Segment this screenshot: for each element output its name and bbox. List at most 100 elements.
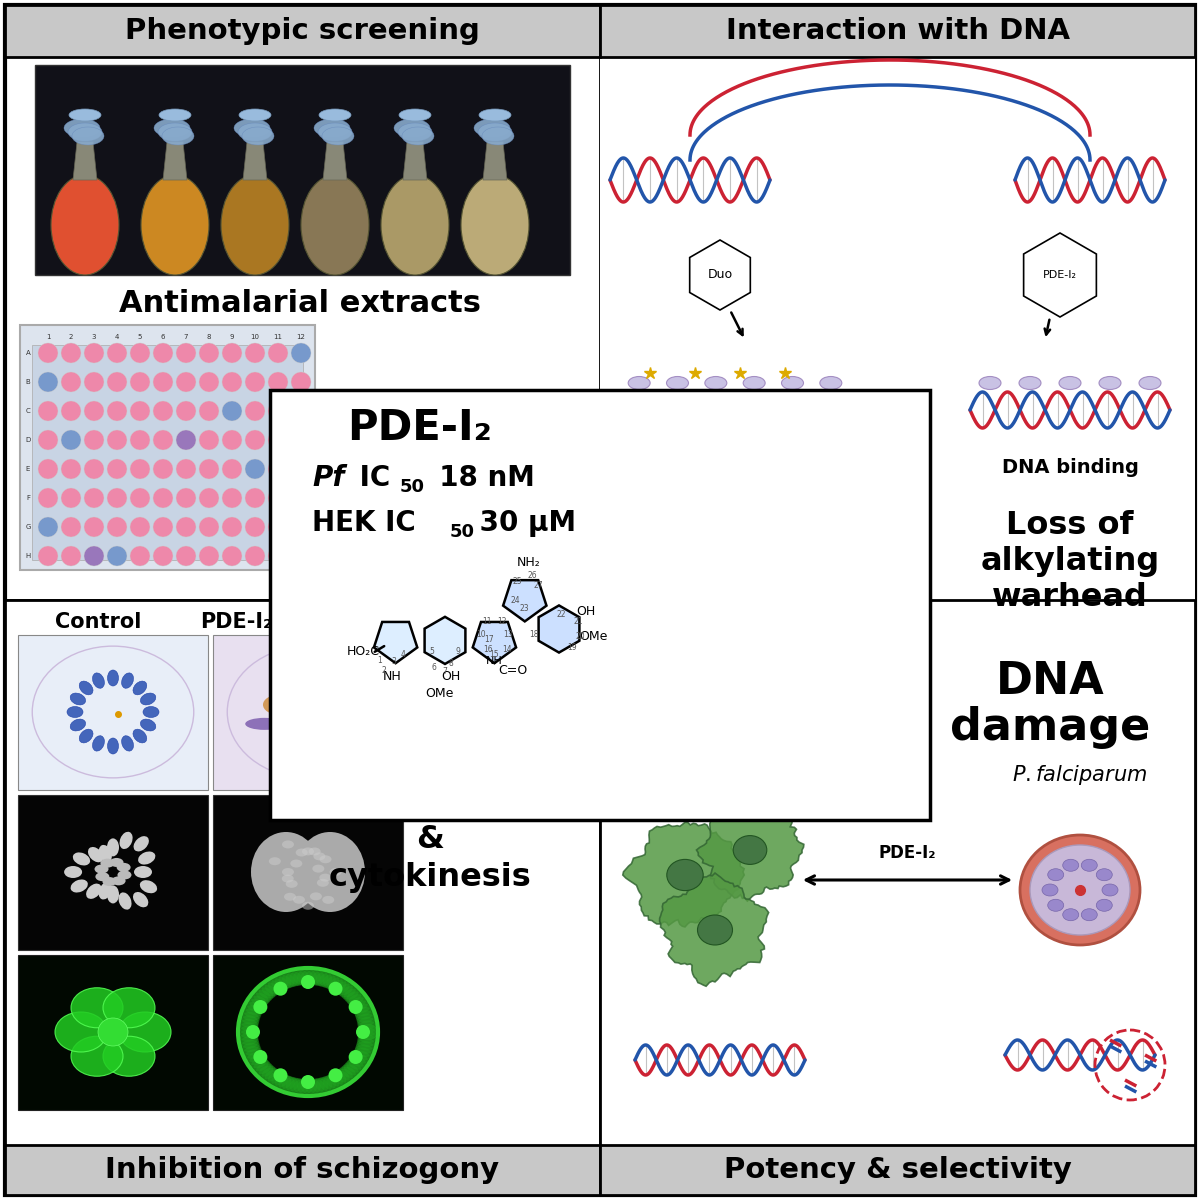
Point	[690, 425, 709, 444]
Text: 9: 9	[229, 334, 234, 340]
Circle shape	[292, 401, 311, 421]
Circle shape	[61, 401, 82, 421]
Circle shape	[176, 546, 196, 566]
Ellipse shape	[92, 673, 104, 689]
Text: DNA binding
& alkylation: DNA binding & alkylation	[666, 458, 804, 499]
Ellipse shape	[102, 877, 116, 886]
Circle shape	[107, 488, 127, 508]
Ellipse shape	[140, 694, 156, 704]
Circle shape	[84, 546, 104, 566]
Text: 7: 7	[184, 334, 188, 340]
Ellipse shape	[330, 868, 342, 876]
Ellipse shape	[227, 646, 389, 778]
Text: 25: 25	[512, 577, 522, 586]
Text: 20: 20	[575, 632, 584, 641]
Text: DNA
damage: DNA damage	[950, 660, 1150, 749]
Ellipse shape	[275, 1075, 295, 1091]
Circle shape	[268, 488, 288, 508]
Ellipse shape	[1048, 899, 1063, 911]
Text: PDE-I₂: PDE-I₂	[200, 612, 272, 632]
Text: OMe: OMe	[580, 630, 607, 643]
Circle shape	[292, 372, 311, 392]
Ellipse shape	[1019, 377, 1042, 390]
Circle shape	[199, 458, 220, 479]
Ellipse shape	[275, 973, 295, 989]
Text: 23: 23	[520, 604, 529, 612]
Circle shape	[107, 401, 127, 421]
Ellipse shape	[319, 856, 331, 863]
Ellipse shape	[355, 1007, 376, 1022]
Circle shape	[292, 343, 311, 362]
Ellipse shape	[70, 109, 101, 121]
Ellipse shape	[134, 866, 152, 878]
Text: H: H	[25, 553, 31, 559]
Text: C=O: C=O	[498, 664, 528, 677]
Circle shape	[84, 458, 104, 479]
Text: 3: 3	[91, 334, 96, 340]
Ellipse shape	[95, 864, 108, 874]
Text: C: C	[25, 408, 30, 414]
Ellipse shape	[256, 985, 276, 1001]
Text: Antimalarial extracts: Antimalarial extracts	[119, 288, 481, 318]
Ellipse shape	[238, 1026, 258, 1042]
Polygon shape	[473, 622, 516, 664]
Circle shape	[154, 372, 173, 392]
Polygon shape	[403, 142, 427, 180]
Circle shape	[199, 343, 220, 362]
Ellipse shape	[667, 859, 703, 890]
Circle shape	[245, 372, 265, 392]
Ellipse shape	[120, 832, 133, 850]
Circle shape	[199, 372, 220, 392]
Ellipse shape	[354, 1003, 373, 1020]
Text: 19: 19	[568, 643, 577, 653]
Circle shape	[38, 343, 58, 362]
Circle shape	[154, 546, 173, 566]
Ellipse shape	[482, 127, 514, 145]
Ellipse shape	[278, 1076, 299, 1092]
FancyBboxPatch shape	[270, 390, 930, 820]
Text: PDE-I₂: PDE-I₂	[348, 407, 492, 449]
Ellipse shape	[112, 876, 126, 886]
FancyBboxPatch shape	[5, 1145, 600, 1195]
Circle shape	[199, 517, 220, 538]
Circle shape	[61, 546, 82, 566]
Ellipse shape	[286, 970, 306, 986]
Text: NH₂: NH₂	[517, 556, 540, 569]
Text: 5: 5	[138, 334, 142, 340]
Ellipse shape	[118, 870, 132, 880]
Ellipse shape	[121, 736, 133, 751]
Ellipse shape	[312, 1078, 332, 1093]
Ellipse shape	[140, 880, 157, 893]
Text: 8: 8	[449, 659, 454, 667]
Ellipse shape	[295, 848, 307, 857]
Ellipse shape	[64, 866, 82, 878]
Ellipse shape	[286, 1078, 306, 1094]
Circle shape	[292, 517, 311, 538]
Ellipse shape	[256, 1063, 276, 1079]
Ellipse shape	[92, 736, 104, 751]
Circle shape	[84, 517, 104, 538]
Circle shape	[38, 372, 58, 392]
Ellipse shape	[282, 875, 294, 882]
Ellipse shape	[1097, 899, 1112, 911]
Circle shape	[154, 517, 173, 538]
Ellipse shape	[478, 122, 512, 140]
Circle shape	[107, 458, 127, 479]
Circle shape	[329, 982, 342, 996]
Ellipse shape	[358, 1031, 378, 1046]
Ellipse shape	[358, 1018, 378, 1033]
Ellipse shape	[101, 859, 114, 868]
Ellipse shape	[316, 972, 336, 988]
Circle shape	[268, 430, 288, 450]
Ellipse shape	[295, 832, 365, 912]
Ellipse shape	[350, 1051, 371, 1067]
Ellipse shape	[352, 1048, 372, 1063]
Ellipse shape	[332, 1069, 353, 1085]
Ellipse shape	[133, 730, 146, 743]
Ellipse shape	[251, 832, 322, 912]
Ellipse shape	[697, 914, 732, 946]
Text: Human cells: Human cells	[659, 766, 802, 785]
Ellipse shape	[308, 847, 320, 856]
Ellipse shape	[323, 1074, 343, 1090]
Ellipse shape	[356, 1010, 376, 1026]
